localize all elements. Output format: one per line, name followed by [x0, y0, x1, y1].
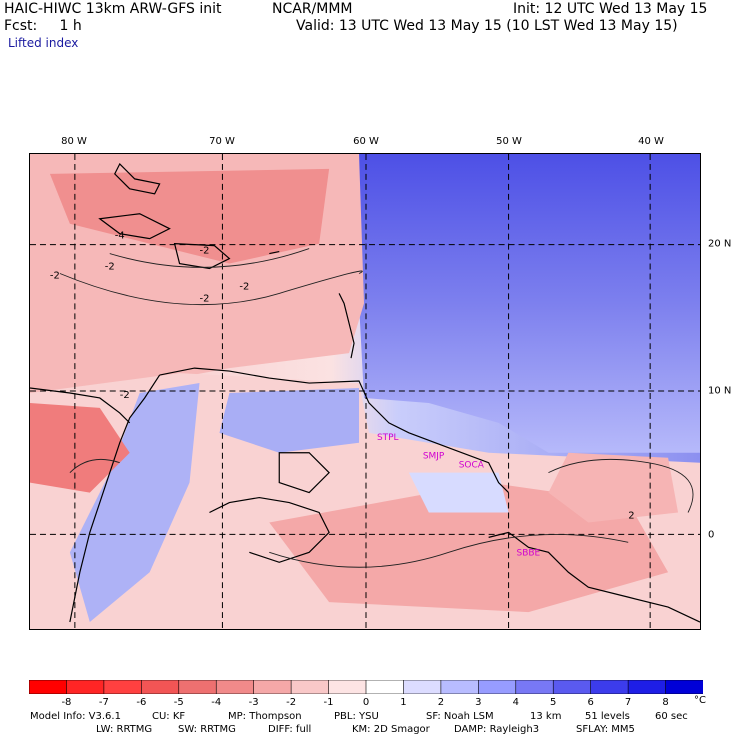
- colorbar-swatch: [365, 680, 405, 694]
- colorbar-tick-label: -8: [61, 697, 72, 708]
- footer-line2-e: DAMP: Rayleigh3: [454, 724, 540, 735]
- colorbar-swatch: [290, 680, 330, 694]
- footer-line2-a: LW: RRTMG: [96, 724, 153, 735]
- colorbar-swatch: [29, 680, 68, 694]
- station-label: SMJP: [423, 452, 445, 462]
- station-label: SBBE: [517, 548, 541, 558]
- colorbar-tick-label: 8: [662, 697, 669, 708]
- station-label: SOCA: [459, 461, 485, 471]
- colorbar-tick-label: -5: [173, 697, 184, 708]
- colorbar-unit: °C: [694, 695, 706, 706]
- colorbar-tick-label: -2: [286, 697, 297, 708]
- footer-line2-d: KM: 2D Smagor: [352, 724, 430, 735]
- colorbar-swatch: [103, 680, 143, 694]
- footer-line1-f: 13 km: [530, 711, 562, 722]
- footer-line1-b: CU: KF: [152, 711, 186, 722]
- contour-label: -2: [239, 281, 249, 292]
- model-title: HAIC-HIWC 13km ARW-GFS init: [4, 1, 222, 17]
- colorbar-swatch: [627, 680, 667, 694]
- colorbar-swatch: [478, 680, 517, 694]
- colorbar-swatch: [215, 680, 255, 694]
- lon-label: 50 W: [496, 136, 522, 147]
- footer-line1-g: 51 levels: [585, 711, 630, 722]
- colorbar-swatch: [178, 680, 218, 694]
- colorbar-tick-label: -7: [98, 697, 109, 708]
- contour-label: -2: [199, 293, 209, 304]
- init-time: Init: 12 UTC Wed 13 May 15: [513, 1, 708, 17]
- colorbar-tick-label: -1: [323, 697, 334, 708]
- footer-line2-b: SW: RRTMG: [178, 724, 236, 735]
- colorbar-tick-label: 6: [587, 697, 594, 708]
- lifted-index-map: -4 -2 -2 -2 -2 -2 -2 2 STPL SMJP SOCA SB…: [29, 153, 701, 630]
- lat-label: 0: [708, 529, 715, 541]
- colorbar-swatch: [552, 680, 592, 694]
- footer-line1-e: SF: Noah LSM: [426, 711, 494, 722]
- colorbar: [29, 680, 703, 694]
- colorbar-tick-label: 0: [362, 697, 370, 708]
- footer-line1-a: Model Info: V3.6.1: [30, 711, 121, 722]
- colorbar-tick-label: 2: [437, 697, 445, 708]
- colorbar-swatch: [141, 680, 180, 694]
- lon-label: 40 W: [638, 136, 664, 147]
- lat-label: 20 N: [708, 238, 732, 250]
- footer-line1-c: MP: Thompson: [228, 711, 302, 722]
- footer-line1-h: 60 sec: [655, 711, 688, 722]
- colorbar-tick-label: 1: [400, 697, 407, 708]
- lat-label: 10 N: [708, 385, 732, 397]
- field-name: Lifted index: [8, 36, 79, 50]
- colorbar-swatch: [590, 680, 629, 694]
- colorbar-tick-label: -6: [136, 697, 147, 708]
- org-title: NCAR/MMM: [272, 1, 353, 17]
- colorbar-swatch: [515, 680, 555, 694]
- colorbar-swatch: [665, 680, 703, 694]
- footer-line2-f: SFLAY: MM5: [576, 724, 635, 735]
- valid-time: Valid: 13 UTC Wed 13 May 15 (10 LST Wed …: [296, 18, 678, 34]
- colorbar-tick-label: 5: [550, 697, 557, 708]
- colorbar-swatch: [253, 680, 292, 694]
- contour-label: -4: [115, 231, 125, 242]
- contour-label: -2: [105, 262, 115, 273]
- footer-line2-c: DIFF: full: [268, 724, 312, 735]
- footer-line1-d: PBL: YSU: [334, 711, 379, 722]
- colorbar-swatch: [66, 680, 105, 694]
- contour-label: 2: [628, 510, 634, 521]
- contour-label: -2: [120, 390, 130, 401]
- colorbar-tick-label: -3: [248, 697, 259, 708]
- forecast-hour: Fcst: 1 h: [4, 18, 82, 34]
- colorbar-tick-label: 3: [475, 697, 482, 708]
- colorbar-swatch: [440, 680, 480, 694]
- lon-label: 80 W: [61, 136, 87, 147]
- colorbar-swatch: [403, 680, 442, 694]
- lon-label: 60 W: [353, 136, 379, 147]
- colorbar-tick-label: 4: [512, 697, 519, 708]
- contour-label: -2: [50, 270, 60, 281]
- lon-label: 70 W: [209, 136, 235, 147]
- colorbar-swatch: [328, 680, 367, 694]
- colorbar-tick-label: -4: [211, 697, 222, 708]
- colorbar-tick-label: 7: [624, 697, 632, 708]
- station-label: STPL: [377, 433, 399, 443]
- contour-label: -2: [199, 246, 209, 257]
